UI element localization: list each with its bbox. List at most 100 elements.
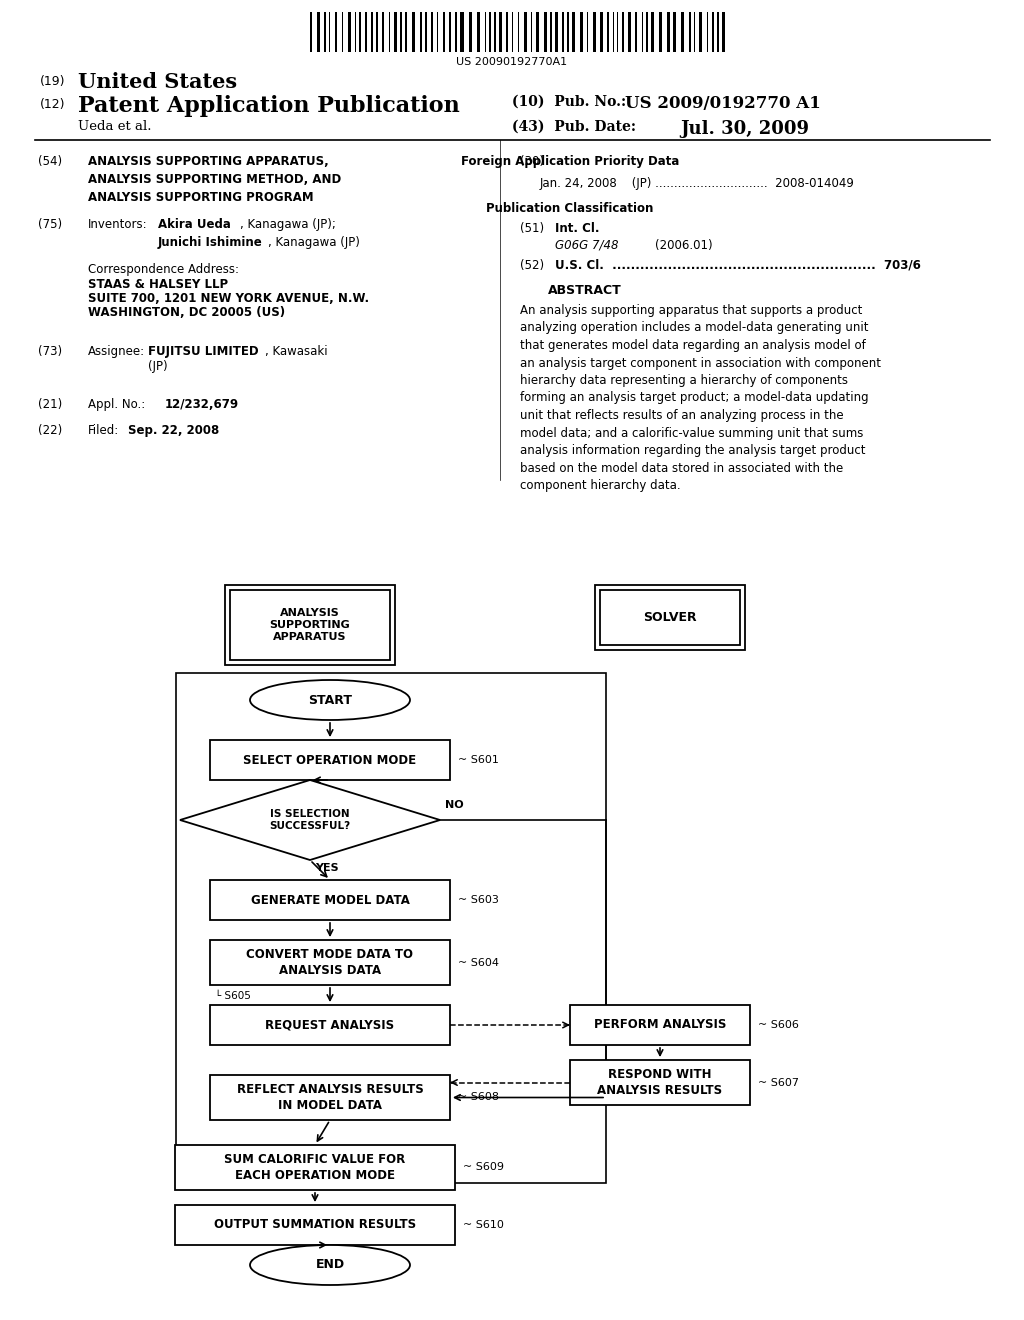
Text: GENERATE MODEL DATA: GENERATE MODEL DATA xyxy=(251,894,410,907)
Text: OUTPUT SUMMATION RESULTS: OUTPUT SUMMATION RESULTS xyxy=(214,1218,416,1232)
FancyBboxPatch shape xyxy=(394,12,396,51)
Text: Ueda et al.: Ueda et al. xyxy=(78,120,152,133)
FancyBboxPatch shape xyxy=(595,585,745,649)
Ellipse shape xyxy=(250,1245,410,1284)
Text: WASHINGTON, DC 20005 (US): WASHINGTON, DC 20005 (US) xyxy=(88,306,285,319)
Polygon shape xyxy=(180,780,440,861)
Text: US 2009/0192770 A1: US 2009/0192770 A1 xyxy=(625,95,821,112)
FancyBboxPatch shape xyxy=(175,1205,455,1245)
FancyBboxPatch shape xyxy=(348,12,351,51)
Text: (54): (54) xyxy=(38,154,62,168)
FancyBboxPatch shape xyxy=(587,12,589,51)
FancyBboxPatch shape xyxy=(382,12,384,51)
FancyBboxPatch shape xyxy=(673,12,676,51)
Text: (19): (19) xyxy=(40,75,66,88)
FancyBboxPatch shape xyxy=(667,12,670,51)
Text: YES: YES xyxy=(315,863,339,873)
FancyBboxPatch shape xyxy=(420,12,422,51)
Text: Junichi Ishimine: Junichi Ishimine xyxy=(158,236,263,249)
Text: ABSTRACT: ABSTRACT xyxy=(548,284,622,297)
FancyBboxPatch shape xyxy=(371,12,374,51)
FancyBboxPatch shape xyxy=(616,12,618,51)
FancyBboxPatch shape xyxy=(580,12,583,51)
Text: Inventors:: Inventors: xyxy=(88,218,147,231)
FancyBboxPatch shape xyxy=(646,12,648,51)
Text: SUITE 700, 1201 NEW YORK AVENUE, N.W.: SUITE 700, 1201 NEW YORK AVENUE, N.W. xyxy=(88,292,369,305)
FancyBboxPatch shape xyxy=(455,12,457,51)
Text: Jul. 30, 2009: Jul. 30, 2009 xyxy=(680,120,809,139)
FancyBboxPatch shape xyxy=(225,585,395,665)
FancyBboxPatch shape xyxy=(550,12,552,51)
Text: ~ S607: ~ S607 xyxy=(758,1077,799,1088)
Text: 12/232,679: 12/232,679 xyxy=(165,399,240,411)
FancyBboxPatch shape xyxy=(499,12,502,51)
FancyBboxPatch shape xyxy=(623,12,625,51)
Text: (22): (22) xyxy=(38,424,62,437)
FancyBboxPatch shape xyxy=(477,12,479,51)
Text: (12): (12) xyxy=(40,98,66,111)
Text: ~ S604: ~ S604 xyxy=(458,957,499,968)
Text: An analysis supporting apparatus that supports a product
analyzing operation inc: An analysis supporting apparatus that su… xyxy=(520,304,881,492)
Text: ~ S608: ~ S608 xyxy=(458,1093,499,1102)
FancyBboxPatch shape xyxy=(342,12,343,51)
FancyBboxPatch shape xyxy=(377,12,378,51)
Text: G06G 7/48: G06G 7/48 xyxy=(555,239,618,252)
FancyBboxPatch shape xyxy=(210,1005,450,1045)
FancyBboxPatch shape xyxy=(572,12,575,51)
FancyBboxPatch shape xyxy=(707,12,709,51)
FancyBboxPatch shape xyxy=(718,12,719,51)
FancyBboxPatch shape xyxy=(567,12,569,51)
Text: ANALYSIS SUPPORTING APPARATUS,
ANALYSIS SUPPORTING METHOD, AND
ANALYSIS SUPPORTI: ANALYSIS SUPPORTING APPARATUS, ANALYSIS … xyxy=(88,154,341,205)
FancyBboxPatch shape xyxy=(354,12,356,51)
FancyBboxPatch shape xyxy=(689,12,691,51)
Text: Publication Classification: Publication Classification xyxy=(486,202,653,215)
Text: └ S605: └ S605 xyxy=(215,991,251,1001)
Text: ~ S603: ~ S603 xyxy=(458,895,499,906)
FancyBboxPatch shape xyxy=(176,673,606,1183)
FancyBboxPatch shape xyxy=(325,12,326,51)
FancyBboxPatch shape xyxy=(544,12,547,51)
FancyBboxPatch shape xyxy=(412,12,415,51)
Text: ANALYSIS
SUPPORTING
APPARATUS: ANALYSIS SUPPORTING APPARATUS xyxy=(269,607,350,643)
Text: Filed:: Filed: xyxy=(88,424,119,437)
Text: , Kanagawa (JP): , Kanagawa (JP) xyxy=(268,236,359,249)
Text: (2006.01): (2006.01) xyxy=(655,239,713,252)
FancyBboxPatch shape xyxy=(484,12,486,51)
Text: RESPOND WITH
ANALYSIS RESULTS: RESPOND WITH ANALYSIS RESULTS xyxy=(597,1068,723,1097)
FancyBboxPatch shape xyxy=(518,12,519,51)
Text: Correspondence Address:: Correspondence Address: xyxy=(88,263,239,276)
Text: (43)  Pub. Date:: (43) Pub. Date: xyxy=(512,120,636,135)
FancyBboxPatch shape xyxy=(335,12,338,51)
FancyBboxPatch shape xyxy=(512,12,513,51)
Text: Int. Cl.: Int. Cl. xyxy=(555,222,599,235)
Text: , Kanagawa (JP);: , Kanagawa (JP); xyxy=(240,218,336,231)
FancyBboxPatch shape xyxy=(436,12,438,51)
FancyBboxPatch shape xyxy=(642,12,643,51)
Text: Akira Ueda: Akira Ueda xyxy=(158,218,230,231)
FancyBboxPatch shape xyxy=(722,12,725,51)
FancyBboxPatch shape xyxy=(210,940,450,985)
FancyBboxPatch shape xyxy=(530,12,531,51)
Text: Appl. No.:: Appl. No.: xyxy=(88,399,145,411)
FancyBboxPatch shape xyxy=(651,12,654,51)
FancyBboxPatch shape xyxy=(693,12,695,51)
Text: END: END xyxy=(315,1258,344,1271)
Text: (51): (51) xyxy=(520,222,544,235)
FancyBboxPatch shape xyxy=(537,12,540,51)
Text: , Kawasaki: , Kawasaki xyxy=(265,345,328,358)
Text: (30): (30) xyxy=(520,154,544,168)
FancyBboxPatch shape xyxy=(230,590,390,660)
Text: SOLVER: SOLVER xyxy=(643,611,696,624)
Text: (75): (75) xyxy=(38,218,62,231)
FancyBboxPatch shape xyxy=(425,12,427,51)
Text: U.S. Cl.  .........................................................  703/6: U.S. Cl. ...............................… xyxy=(555,259,921,272)
FancyBboxPatch shape xyxy=(570,1060,750,1105)
FancyBboxPatch shape xyxy=(635,12,637,51)
FancyBboxPatch shape xyxy=(399,12,402,51)
FancyBboxPatch shape xyxy=(489,12,490,51)
Text: PERFORM ANALYSIS: PERFORM ANALYSIS xyxy=(594,1019,726,1031)
Text: Assignee:: Assignee: xyxy=(88,345,145,358)
Text: US 20090192770A1: US 20090192770A1 xyxy=(457,57,567,67)
Text: (10)  Pub. No.:: (10) Pub. No.: xyxy=(512,95,626,110)
Text: STAAS & HALSEY LLP: STAAS & HALSEY LLP xyxy=(88,279,228,290)
